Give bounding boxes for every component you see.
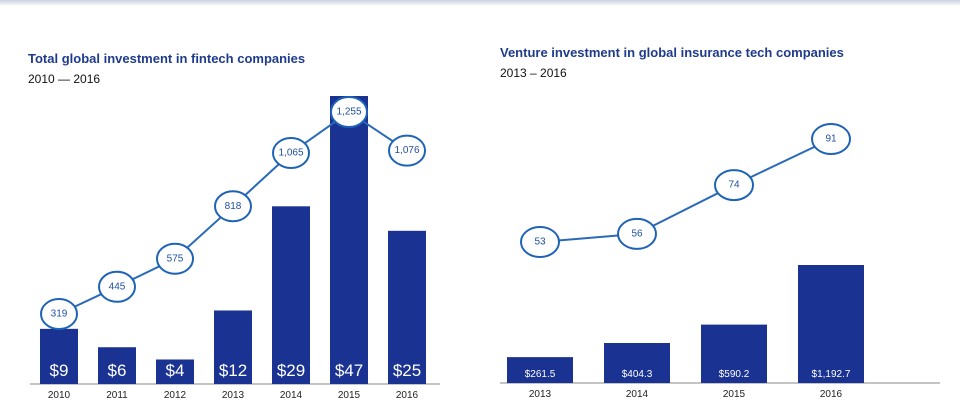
- bar-2010: [40, 328, 78, 384]
- bar-label: $590.2: [719, 369, 750, 380]
- bar-label: $261.5: [525, 369, 556, 380]
- insurtech-chart-canvas: $261.5 2013 $404.3 2014 $590.2 2015 $1,192.7 20…: [500, 123, 940, 400]
- bar-2012: [156, 359, 194, 384]
- point-label: 445: [109, 281, 126, 292]
- chart-title: Venture investment in global insurance t…: [500, 45, 844, 60]
- point-label: 56: [631, 228, 643, 239]
- x-tick-label: 2014: [280, 390, 303, 400]
- point-label: 1,065: [278, 148, 303, 159]
- fintech-investment-chart: $9 2010 $6 2011 $4 2012 $12 2013 $29 2014 $47 2015 $…: [0, 0, 470, 400]
- line-point-2012: [156, 242, 194, 275]
- line-point-2014: [272, 137, 310, 170]
- bar-2015: [330, 96, 368, 384]
- line-point-2014: [617, 217, 657, 250]
- point-label: 818: [225, 201, 242, 212]
- line-point-2016: [388, 134, 426, 167]
- bar-2015: [701, 324, 767, 383]
- bar-label: $1,192.7: [812, 369, 851, 380]
- line-point-2013: [214, 190, 252, 223]
- point-label: 91: [825, 134, 837, 145]
- chart-title: Total global investment in fintech compa…: [28, 51, 306, 66]
- line-point-2015: [330, 96, 368, 128]
- point-label: 53: [534, 237, 546, 248]
- bar-label: $47: [335, 361, 363, 380]
- bar-2014: [604, 343, 670, 383]
- x-tick-label: 2010: [48, 390, 71, 400]
- x-tick-label: 2014: [626, 389, 649, 400]
- x-tick-label: 2012: [164, 390, 187, 400]
- bar-2013: [214, 310, 252, 384]
- point-label: 1,255: [336, 107, 361, 118]
- point-label: 1,076: [394, 145, 419, 156]
- bar-2016: [388, 230, 426, 384]
- bar-label: $4: [166, 361, 185, 380]
- line-point-2013: [520, 226, 560, 258]
- point-label: 575: [167, 253, 184, 264]
- line-point-2011: [98, 270, 136, 303]
- bar-label: $29: [277, 361, 305, 380]
- bar-2011: [98, 347, 136, 384]
- chart-subtitle: 2013 – 2016: [500, 66, 567, 80]
- point-label: 74: [728, 180, 740, 191]
- line-point-2015: [714, 169, 754, 202]
- x-tick-label: 2015: [723, 389, 746, 400]
- point-label: 319: [51, 309, 68, 320]
- insurtech-investment-chart: $261.5 2013 $404.3 2014 $590.2 2015 $1,192.7 20…: [480, 0, 960, 400]
- x-tick-label: 2013: [529, 389, 552, 400]
- x-tick-label: 2016: [820, 389, 843, 400]
- bar-label: $9: [50, 361, 69, 380]
- fintech-chart-canvas: $9 2010 $6 2011 $4 2012 $12 2013 $29 2014 $47 2015 $…: [30, 96, 440, 400]
- bar-2014: [272, 206, 310, 384]
- x-tick-label: 2016: [396, 390, 419, 400]
- line-point-2016: [811, 123, 851, 155]
- line-point-2010: [40, 298, 78, 330]
- top-strip: [0, 0, 960, 6]
- x-tick-label: 2015: [338, 390, 361, 400]
- bar-label: $6: [108, 361, 127, 380]
- bar-2013: [507, 357, 573, 383]
- chart-subtitle: 2010 — 2016: [28, 72, 101, 86]
- x-tick-label: 2011: [106, 390, 128, 400]
- bar-label: $25: [393, 361, 421, 380]
- bar-2016: [798, 265, 864, 383]
- bar-label: $12: [219, 361, 247, 380]
- x-tick-label: 2013: [222, 390, 245, 400]
- bar-label: $404.3: [622, 369, 653, 380]
